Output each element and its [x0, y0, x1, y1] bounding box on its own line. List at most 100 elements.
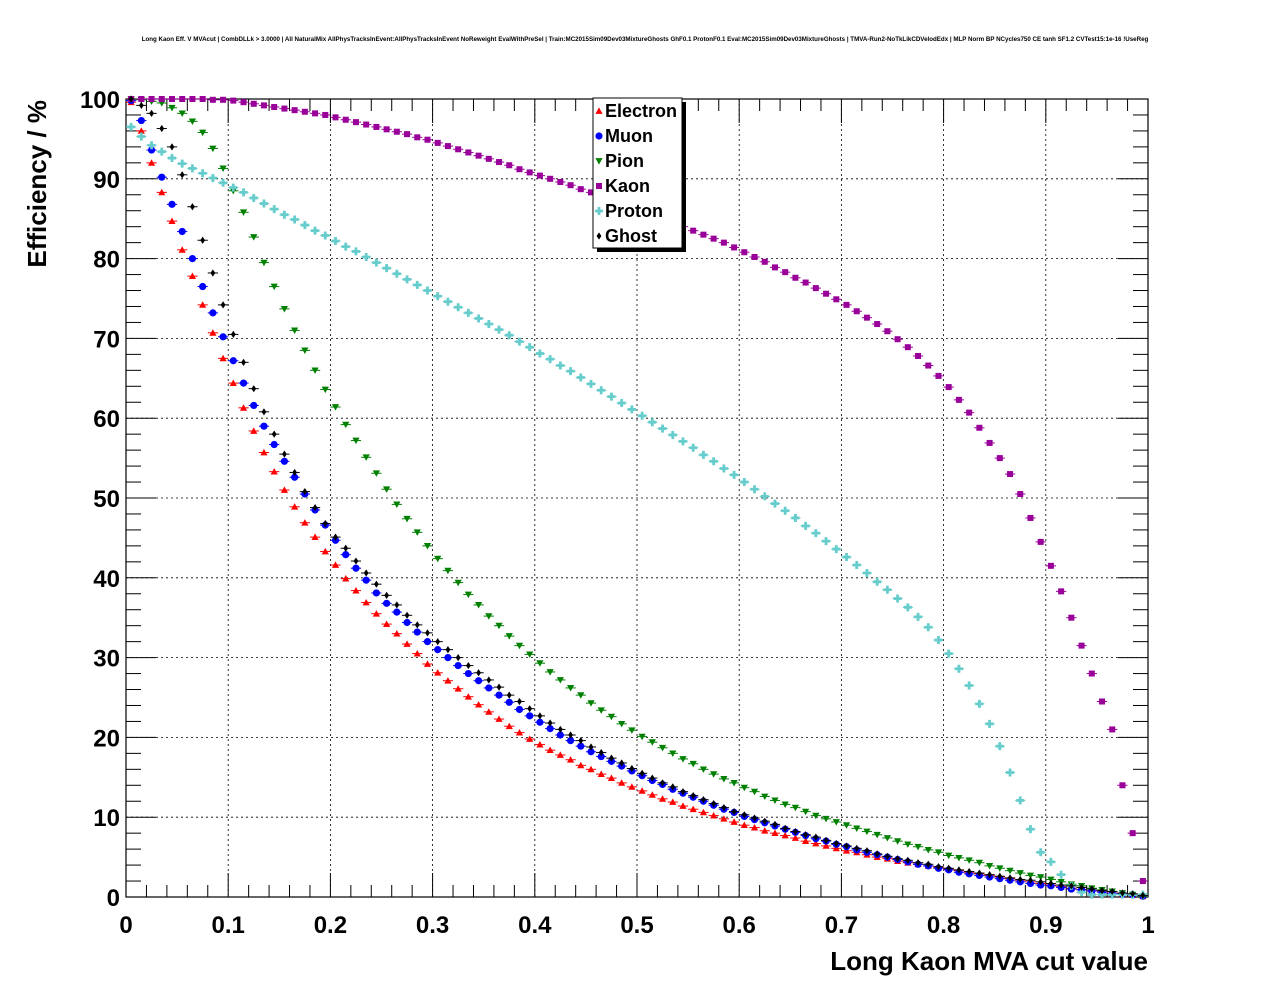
- muon-point: [239, 379, 248, 387]
- ghost-point: [568, 731, 573, 739]
- legend-label-electron: Electron: [605, 101, 677, 121]
- pion-point: [515, 642, 524, 650]
- proton-point: [495, 325, 504, 334]
- x-tick-label: 0.9: [1029, 912, 1062, 939]
- ghost-point: [384, 591, 390, 599]
- ghost-point: [823, 836, 829, 844]
- series-kaon: [126, 96, 1148, 885]
- kaon-point: [955, 396, 962, 403]
- muon-point: [352, 564, 360, 572]
- ghost-point: [884, 852, 890, 860]
- ghost-point: [282, 450, 287, 458]
- muon-point: [219, 333, 227, 341]
- ghost-point: [1017, 875, 1023, 884]
- ghost-point: [976, 869, 982, 877]
- proton-point: [454, 303, 463, 312]
- pion-point: [321, 386, 329, 394]
- electron-point: [515, 729, 524, 736]
- proton-point: [638, 411, 647, 420]
- proton-point: [331, 237, 340, 246]
- electron-point: [822, 842, 830, 849]
- proton-point: [1036, 848, 1045, 857]
- kaon-point: [312, 110, 319, 117]
- pion-point: [352, 437, 360, 445]
- pion-point: [607, 713, 616, 721]
- ghost-point: [680, 788, 686, 796]
- electron-point: [444, 677, 452, 684]
- pion-point: [812, 812, 820, 820]
- kaon-point: [690, 227, 697, 234]
- proton-point: [474, 314, 483, 323]
- kaon-point: [1078, 642, 1085, 649]
- electron-point: [750, 823, 759, 831]
- kaon-point: [802, 279, 809, 286]
- pion-point: [914, 843, 922, 851]
- kaon-point: [792, 274, 799, 281]
- x-tick-labels: 0 0.1 0.2 0.3 0.4 0.5 0.6 0.7 0.8 0.9 1: [119, 912, 1154, 939]
- pion-point: [1047, 876, 1055, 884]
- muon-point: [372, 589, 380, 597]
- muon-point: [515, 705, 524, 714]
- electron-point: [505, 722, 513, 730]
- electron-point: [147, 159, 156, 166]
- proton-point: [1087, 890, 1096, 899]
- electron-point: [158, 188, 166, 196]
- pion-point: [566, 685, 575, 692]
- kaon-point: [751, 254, 758, 261]
- proton-point: [178, 159, 187, 168]
- kaon-point: [352, 119, 359, 126]
- proton-point: [229, 183, 238, 192]
- muon-point: [393, 608, 401, 616]
- electron-point: [229, 379, 237, 386]
- ghost-point: [670, 783, 676, 791]
- kaon-point: [894, 336, 901, 343]
- kaon-point: [404, 131, 411, 138]
- electron-point: [628, 783, 636, 790]
- ghost-point: [1130, 890, 1136, 898]
- ghost-point: [987, 871, 992, 879]
- pion-point: [832, 819, 840, 826]
- pion-point: [280, 305, 289, 313]
- muon-point: [158, 173, 166, 181]
- pion-point: [934, 849, 943, 856]
- proton-point: [423, 286, 432, 295]
- electron-point: [209, 329, 217, 336]
- kaon-point: [363, 121, 370, 128]
- kaon-point: [434, 139, 441, 146]
- ghost-point: [425, 629, 430, 637]
- kaon-point: [976, 424, 983, 431]
- ghost-point: [261, 408, 267, 416]
- pion-point: [188, 118, 197, 125]
- kaon-point: [588, 189, 595, 196]
- x-tick-label: 0.1: [212, 912, 245, 939]
- ghost-point: [230, 330, 236, 339]
- legend-entries: Electron Muon Pion Kaon Proton Ghost: [595, 101, 677, 246]
- proton-point: [259, 199, 268, 208]
- muon-point: [260, 422, 268, 430]
- pion-point: [383, 486, 391, 493]
- pion-point: [485, 613, 493, 620]
- proton-point: [883, 585, 892, 594]
- electron-point: [495, 715, 503, 722]
- ghost-point: [445, 646, 451, 654]
- pion-point: [270, 283, 278, 291]
- legend-marker-pion: [595, 158, 603, 165]
- proton-point: [464, 308, 473, 317]
- muon-point: [229, 357, 237, 365]
- kaon-point: [720, 239, 727, 246]
- kaon-point: [700, 231, 707, 238]
- kaon-point: [986, 439, 993, 446]
- y-tick-label: 20: [93, 725, 120, 752]
- electron-point: [199, 301, 207, 308]
- pion-point: [597, 707, 605, 714]
- electron-point: [321, 547, 329, 555]
- electron-point: [842, 847, 851, 854]
- ghost-point: [353, 557, 359, 565]
- x-tick-label: 0.6: [723, 912, 756, 939]
- electron-point: [260, 448, 268, 456]
- pion-point: [526, 651, 534, 659]
- ghost-point: [169, 143, 175, 151]
- legend-label-proton: Proton: [605, 201, 663, 221]
- proton-point: [709, 457, 718, 466]
- proton-point: [546, 355, 555, 364]
